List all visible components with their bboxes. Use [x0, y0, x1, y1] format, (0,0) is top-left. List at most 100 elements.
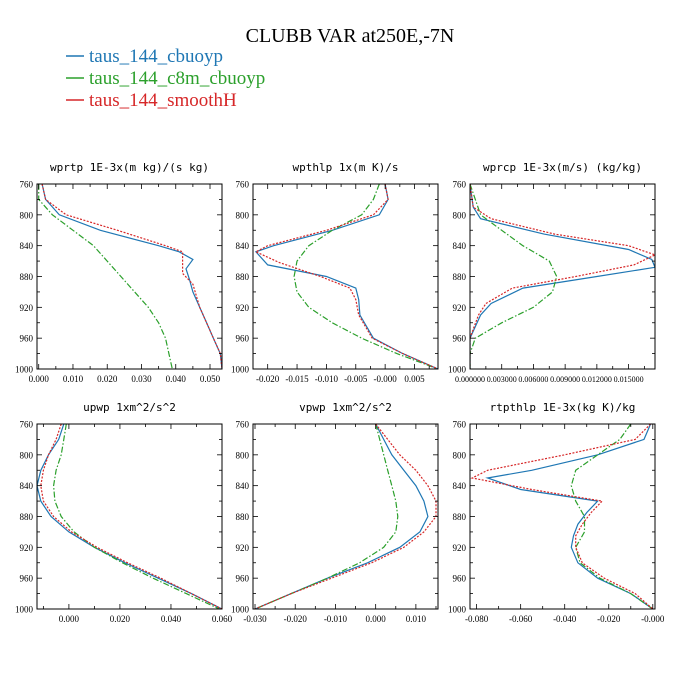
xtick-label-5-3: -0.020 [597, 614, 621, 624]
xtick-label-2-5: 0.015000 [614, 375, 644, 384]
series-line-1-0 [254, 184, 438, 369]
ytick-label-3-5: 960 [20, 574, 34, 584]
legend-label-2: taus_144_smoothH [89, 90, 237, 111]
series-line-2-2 [470, 184, 655, 369]
series-line-1-1 [293, 184, 438, 369]
ytick-label-5-3: 880 [453, 512, 467, 522]
ytick-label-2-2: 840 [453, 241, 467, 251]
ytick-label-2-4: 920 [453, 303, 467, 313]
ytick-label-1-1: 800 [236, 210, 250, 220]
panel-grid: wprtp 1E-3x(m kg)/(s kg) 760 800 840 880 920 9… [15, 161, 665, 624]
panel-1: wpthlp 1x(m K)/s 760 800 840 880 920 960 1000 -0… [231, 161, 439, 384]
series-line-2-1 [470, 184, 558, 369]
series-line-3-2 [40, 424, 222, 609]
xtick-label-3-1: 0.020 [110, 614, 131, 624]
series-line-0-0 [41, 184, 222, 369]
ytick-label-0-5: 960 [20, 334, 34, 344]
panel-frame-1 [252, 183, 439, 370]
panel-3: upwp 1xm^2/s^2 760 800 840 880 920 960 1000 0.00… [15, 401, 233, 624]
series-line-2-0 [470, 184, 655, 369]
ytick-label-3-2: 840 [20, 481, 34, 491]
xtick-label-0-5: 0.050 [200, 374, 221, 384]
ytick-label-5-2: 840 [453, 481, 467, 491]
panel-frame-0 [36, 183, 223, 370]
xtick-label-2-0: 0.000000 [455, 375, 485, 384]
panel-title-3: upwp 1xm^2/s^2 [83, 401, 176, 414]
ytick-label-0-1: 800 [20, 210, 34, 220]
xtick-label-0-0: 0.000 [29, 374, 50, 384]
panel-frame-4 [252, 423, 439, 610]
panel-title-5: rtpthlp 1E-3x(kg K)/kg [490, 401, 636, 414]
ytick-label-3-0: 760 [20, 420, 34, 430]
xtick-label-4-2: -0.010 [324, 614, 348, 624]
xtick-label-4-1: -0.020 [284, 614, 308, 624]
ytick-label-4-0: 760 [236, 420, 250, 430]
xtick-label-4-4: 0.010 [406, 614, 427, 624]
panel-frame-2 [469, 183, 656, 370]
ytick-label-2-1: 800 [453, 210, 467, 220]
xtick-label-0-1: 0.010 [63, 374, 84, 384]
ytick-label-2-0: 760 [453, 180, 467, 190]
panel-title-1: wpthlp 1x(m K)/s [293, 161, 399, 174]
series-line-4-1 [254, 424, 399, 609]
series-line-1-2 [254, 184, 438, 369]
panel-frame-3 [36, 423, 223, 610]
ytick-label-1-6: 1000 [231, 365, 250, 375]
ytick-label-5-6: 1000 [448, 605, 467, 615]
panel-title-2: wprcp 1E-3x(m/s) (kg/kg) [483, 161, 642, 174]
series-line-0-2 [41, 184, 222, 369]
ytick-label-1-0: 760 [236, 180, 250, 190]
xtick-label-1-4: -0.000 [374, 374, 398, 384]
xtick-label-2-1: 0.003000 [487, 375, 517, 384]
ytick-label-4-2: 840 [236, 481, 250, 491]
figure-title: CLUBB VAR at250E,-7N [246, 25, 455, 47]
series-line-3-0 [37, 424, 222, 609]
panel-frame-5 [469, 423, 656, 610]
xtick-label-5-1: -0.060 [509, 614, 533, 624]
xtick-label-1-5: 0.005 [404, 374, 425, 384]
ytick-label-4-1: 800 [236, 450, 250, 460]
legend-label-0: taus_144_cbuoyp [89, 46, 223, 67]
xtick-label-1-0: -0.020 [256, 374, 280, 384]
series-line-5-2 [470, 424, 654, 609]
series-line-5-0 [485, 424, 654, 609]
ytick-label-1-2: 840 [236, 241, 250, 251]
xtick-label-0-4: 0.040 [166, 374, 187, 384]
series-line-4-2 [254, 424, 437, 609]
xtick-label-5-4: -0.000 [641, 614, 665, 624]
series-line-0-1 [38, 184, 173, 369]
legend-label-1: taus_144_c8m_cbuoyp [89, 68, 265, 89]
xtick-label-3-3: 0.060 [212, 614, 233, 624]
ytick-label-3-1: 800 [20, 450, 34, 460]
series-line-3-1 [52, 424, 220, 609]
xtick-label-5-2: -0.040 [553, 614, 577, 624]
ytick-label-5-1: 800 [453, 450, 467, 460]
xtick-label-1-3: -0.005 [344, 374, 368, 384]
panel-2: wprcp 1E-3x(m/s) (kg/kg) 760 800 840 880 920 9… [448, 161, 656, 384]
ytick-label-1-5: 960 [236, 334, 250, 344]
xtick-label-2-3: 0.009000 [550, 375, 580, 384]
xtick-label-3-0: 0.000 [59, 614, 80, 624]
xtick-label-0-2: 0.020 [97, 374, 118, 384]
panel-0: wprtp 1E-3x(m kg)/(s kg) 760 800 840 880 920 9… [15, 161, 223, 384]
ytick-label-4-5: 960 [236, 574, 250, 584]
ytick-label-3-6: 1000 [15, 605, 34, 615]
ytick-label-0-2: 840 [20, 241, 34, 251]
ytick-label-3-3: 880 [20, 512, 34, 522]
series-line-4-0 [254, 424, 429, 609]
series-line-5-1 [570, 424, 654, 609]
ytick-label-1-4: 920 [236, 303, 250, 313]
ytick-label-4-3: 880 [236, 512, 250, 522]
xtick-label-2-4: 0.012000 [582, 375, 612, 384]
ytick-label-0-0: 760 [20, 180, 34, 190]
ytick-label-3-4: 920 [20, 543, 34, 553]
xtick-label-1-1: -0.015 [285, 374, 309, 384]
xtick-label-1-2: -0.010 [315, 374, 339, 384]
xtick-label-0-3: 0.030 [131, 374, 152, 384]
panel-title-4: vpwp 1xm^2/s^2 [299, 401, 392, 414]
ytick-label-0-3: 880 [20, 272, 34, 282]
xtick-label-2-2: 0.006000 [518, 375, 548, 384]
ytick-label-2-3: 880 [453, 272, 467, 282]
xtick-label-5-0: -0.080 [465, 614, 489, 624]
